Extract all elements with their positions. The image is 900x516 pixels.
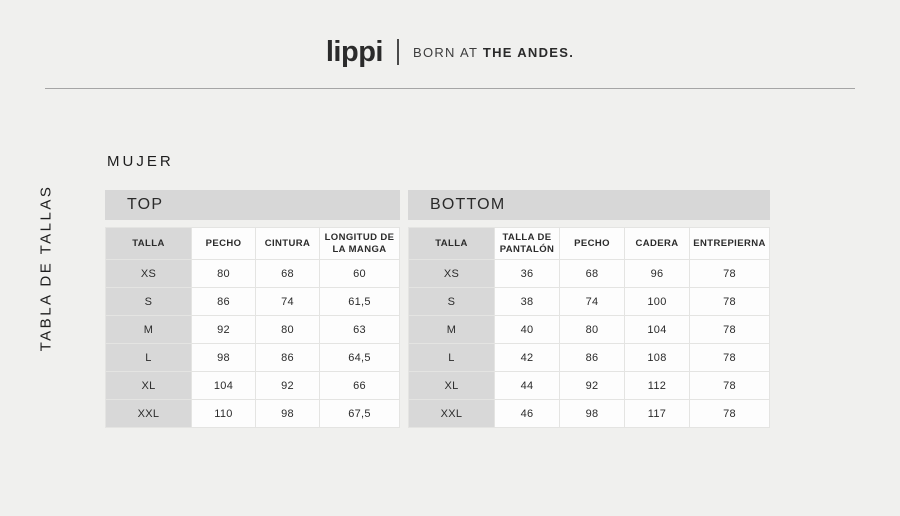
bottom-table-title: BOTTOM bbox=[430, 196, 506, 213]
measurement-cell: 86 bbox=[255, 343, 320, 372]
table-row: S 38 74 100 78 bbox=[408, 287, 770, 316]
size-label-cell: S bbox=[105, 287, 192, 316]
column-header: PECHO bbox=[191, 227, 256, 260]
measurement-cell: 86 bbox=[191, 287, 256, 316]
measurement-cell: 68 bbox=[559, 259, 625, 288]
column-header: CADERA bbox=[624, 227, 690, 260]
table-header-row: TALLA TALLA DE PANTALÓN PECHO CADERA ENTREPI… bbox=[408, 227, 770, 260]
column-header: TALLA DE PANTALÓN bbox=[494, 227, 560, 260]
measurement-cell: 78 bbox=[689, 371, 770, 400]
measurement-cell: 86 bbox=[559, 343, 625, 372]
measurement-cell: 80 bbox=[559, 315, 625, 344]
measurement-cell: 108 bbox=[624, 343, 690, 372]
table-row: M 40 80 104 78 bbox=[408, 315, 770, 344]
size-label-cell: XS bbox=[105, 259, 192, 288]
size-label-cell: XL bbox=[408, 371, 495, 400]
table-row: M 92 80 63 bbox=[105, 315, 400, 344]
measurement-cell: 44 bbox=[494, 371, 560, 400]
size-label-cell: M bbox=[408, 315, 495, 344]
measurement-cell: 104 bbox=[624, 315, 690, 344]
measurement-cell: 110 bbox=[191, 399, 256, 428]
header-divider-line bbox=[45, 88, 855, 89]
measurement-cell: 92 bbox=[559, 371, 625, 400]
size-label-cell: XS bbox=[408, 259, 495, 288]
measurement-cell: 96 bbox=[624, 259, 690, 288]
measurement-cell: 60 bbox=[319, 259, 400, 288]
measurement-cell: 67,5 bbox=[319, 399, 400, 428]
brand-header: lippi BORN AT THE ANDES. bbox=[0, 34, 900, 70]
column-header: ENTREPIERNA bbox=[689, 227, 770, 260]
table-row: XS 36 68 96 78 bbox=[408, 259, 770, 288]
table-row: L 98 86 64,5 bbox=[105, 343, 400, 372]
measurement-cell: 112 bbox=[624, 371, 690, 400]
size-label-cell: XXL bbox=[105, 399, 192, 428]
measurement-cell: 64,5 bbox=[319, 343, 400, 372]
section-title-mujer: MUJER bbox=[107, 153, 174, 170]
bottom-size-table-group: BOTTOM TALLA TALLA DE PANTALÓN PECHO CADERA… bbox=[408, 190, 770, 428]
size-label-cell: S bbox=[408, 287, 495, 316]
measurement-cell: 74 bbox=[255, 287, 320, 316]
size-label-cell: M bbox=[105, 315, 192, 344]
measurement-cell: 104 bbox=[191, 371, 256, 400]
measurement-cell: 36 bbox=[494, 259, 560, 288]
measurement-cell: 80 bbox=[255, 315, 320, 344]
top-table-banner: TOP bbox=[105, 190, 400, 220]
column-header: TALLA bbox=[408, 227, 495, 260]
measurement-cell: 78 bbox=[689, 287, 770, 316]
table-row: XS 80 68 60 bbox=[105, 259, 400, 288]
vertical-sidebar-label: TABLA DE TALLAS bbox=[37, 184, 55, 352]
measurement-cell: 63 bbox=[319, 315, 400, 344]
measurement-cell: 92 bbox=[191, 315, 256, 344]
measurement-cell: 61,5 bbox=[319, 287, 400, 316]
measurement-cell: 98 bbox=[255, 399, 320, 428]
measurement-cell: 92 bbox=[255, 371, 320, 400]
tagline-bold: THE ANDES. bbox=[482, 44, 575, 60]
column-header: CINTURA bbox=[255, 227, 320, 260]
size-label-cell: XL bbox=[105, 371, 192, 400]
column-header: LONGITUD DE LA MANGA bbox=[319, 227, 400, 260]
measurement-cell: 74 bbox=[559, 287, 625, 316]
brand-tagline: BORN AT THE ANDES. bbox=[413, 45, 574, 60]
column-header: TALLA bbox=[105, 227, 192, 260]
table-header-row: TALLA PECHO CINTURA LONGITUD DE LA MANGA bbox=[105, 227, 400, 260]
top-table-title: TOP bbox=[127, 196, 164, 213]
column-header: PECHO bbox=[559, 227, 625, 260]
measurement-cell: 80 bbox=[191, 259, 256, 288]
measurement-cell: 78 bbox=[689, 259, 770, 288]
measurement-cell: 117 bbox=[624, 399, 690, 428]
top-size-table-group: TOP TALLA PECHO CINTURA LONGITUD DE LA MANG… bbox=[105, 190, 400, 428]
measurement-cell: 46 bbox=[494, 399, 560, 428]
measurement-cell: 98 bbox=[559, 399, 625, 428]
bottom-size-table: TALLA TALLA DE PANTALÓN PECHO CADERA ENTREPI… bbox=[408, 227, 770, 428]
size-label-cell: L bbox=[408, 343, 495, 372]
table-row: L 42 86 108 78 bbox=[408, 343, 770, 372]
measurement-cell: 98 bbox=[191, 343, 256, 372]
table-row: XL 104 92 66 bbox=[105, 371, 400, 400]
table-row: XXL 46 98 117 78 bbox=[408, 399, 770, 428]
measurement-cell: 78 bbox=[689, 315, 770, 344]
tagline-regular: BORN AT bbox=[412, 44, 483, 60]
brand-logo: lippi bbox=[325, 35, 384, 68]
table-row: S 86 74 61,5 bbox=[105, 287, 400, 316]
measurement-cell: 42 bbox=[494, 343, 560, 372]
size-label-cell: XXL bbox=[408, 399, 495, 428]
measurement-cell: 40 bbox=[494, 315, 560, 344]
measurement-cell: 66 bbox=[319, 371, 400, 400]
bottom-table-banner: BOTTOM bbox=[408, 190, 770, 220]
size-label-cell: L bbox=[105, 343, 192, 372]
measurement-cell: 100 bbox=[624, 287, 690, 316]
measurement-cell: 38 bbox=[494, 287, 560, 316]
measurement-cell: 78 bbox=[689, 343, 770, 372]
table-row: XL 44 92 112 78 bbox=[408, 371, 770, 400]
measurement-cell: 78 bbox=[689, 399, 770, 428]
top-size-table: TALLA PECHO CINTURA LONGITUD DE LA MANGA XS 8… bbox=[105, 227, 400, 428]
measurement-cell: 68 bbox=[255, 259, 320, 288]
table-row: XXL 110 98 67,5 bbox=[105, 399, 400, 428]
brand-separator-bar bbox=[396, 39, 399, 65]
